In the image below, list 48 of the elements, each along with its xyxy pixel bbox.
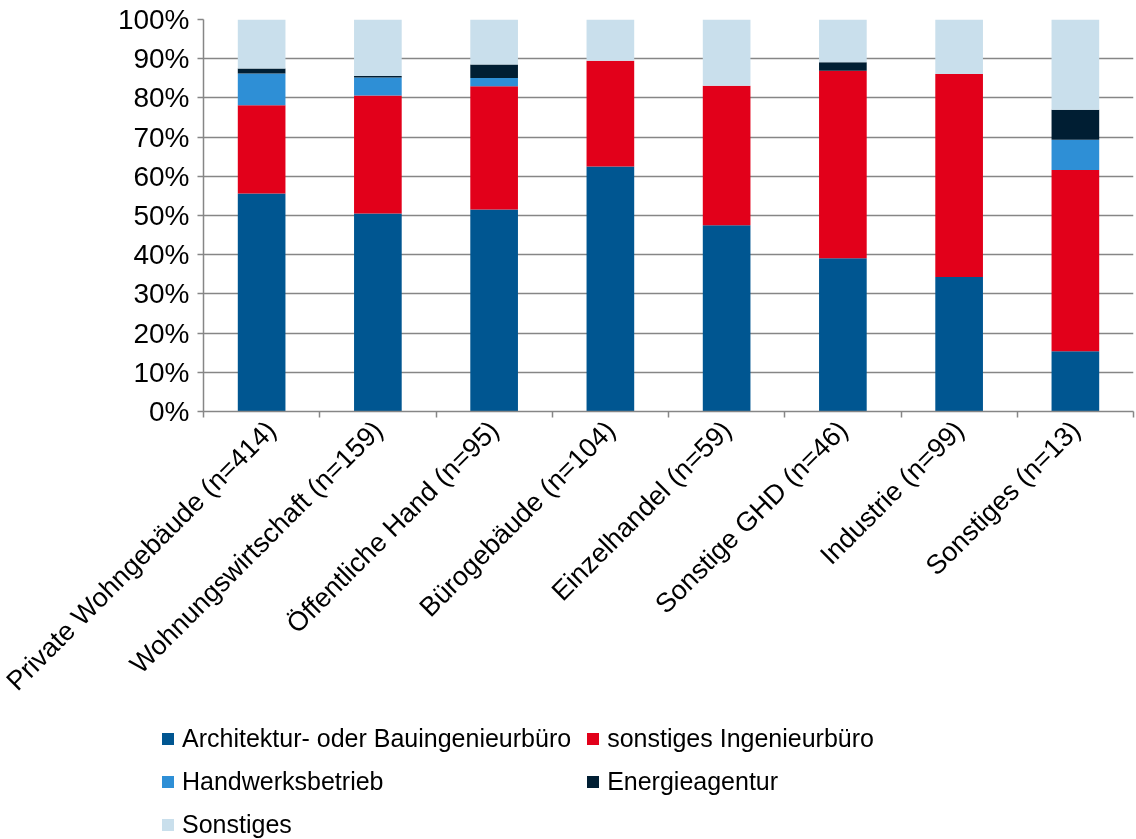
bar xyxy=(819,62,867,71)
legend-label: sonstiges Ingenieurbüro xyxy=(607,724,874,753)
bar xyxy=(237,68,286,74)
bar xyxy=(470,86,518,210)
bar xyxy=(1051,170,1100,352)
legend-label: Architektur- oder Bauingenieurbüro xyxy=(182,724,572,753)
legend-label: Energieagentur xyxy=(607,767,779,796)
bar xyxy=(354,77,402,96)
y-tick-label: 50% xyxy=(133,200,190,231)
y-tick-label: 80% xyxy=(133,82,190,114)
bar xyxy=(470,19,518,65)
bar xyxy=(935,19,983,74)
bar xyxy=(586,60,635,167)
y-tick-label: 0% xyxy=(149,396,190,427)
bar xyxy=(586,19,635,61)
bar xyxy=(354,95,402,214)
bar xyxy=(935,73,983,278)
bar xyxy=(354,19,402,76)
bar xyxy=(470,64,518,78)
legend-label: Handwerksbetrieb xyxy=(182,767,384,796)
bar xyxy=(354,213,402,412)
y-tick-label: 10% xyxy=(133,356,190,388)
bar xyxy=(237,105,286,194)
bar xyxy=(819,258,867,412)
y-tick-label: 60% xyxy=(133,160,190,192)
bar xyxy=(1051,351,1100,412)
y-tick-label: 70% xyxy=(133,121,190,153)
y-tick-label: 20% xyxy=(133,317,190,349)
bar xyxy=(819,70,867,259)
bar xyxy=(237,73,286,106)
bar xyxy=(470,209,518,412)
bar xyxy=(935,277,983,412)
bar xyxy=(586,166,635,412)
bar xyxy=(237,19,286,69)
bar xyxy=(819,19,867,63)
bar xyxy=(1051,19,1100,110)
bar xyxy=(702,225,751,412)
y-tick-label: 40% xyxy=(133,239,190,271)
bar xyxy=(1051,139,1100,171)
y-tick-label: 100% xyxy=(117,4,190,35)
y-tick-label: 30% xyxy=(133,278,190,310)
bar xyxy=(1051,109,1100,140)
bar xyxy=(702,19,751,86)
bar xyxy=(237,193,286,412)
y-tick-label: 90% xyxy=(133,43,190,75)
legend-label: Sonstiges xyxy=(182,810,292,839)
bar xyxy=(702,85,751,226)
bar xyxy=(470,77,518,87)
